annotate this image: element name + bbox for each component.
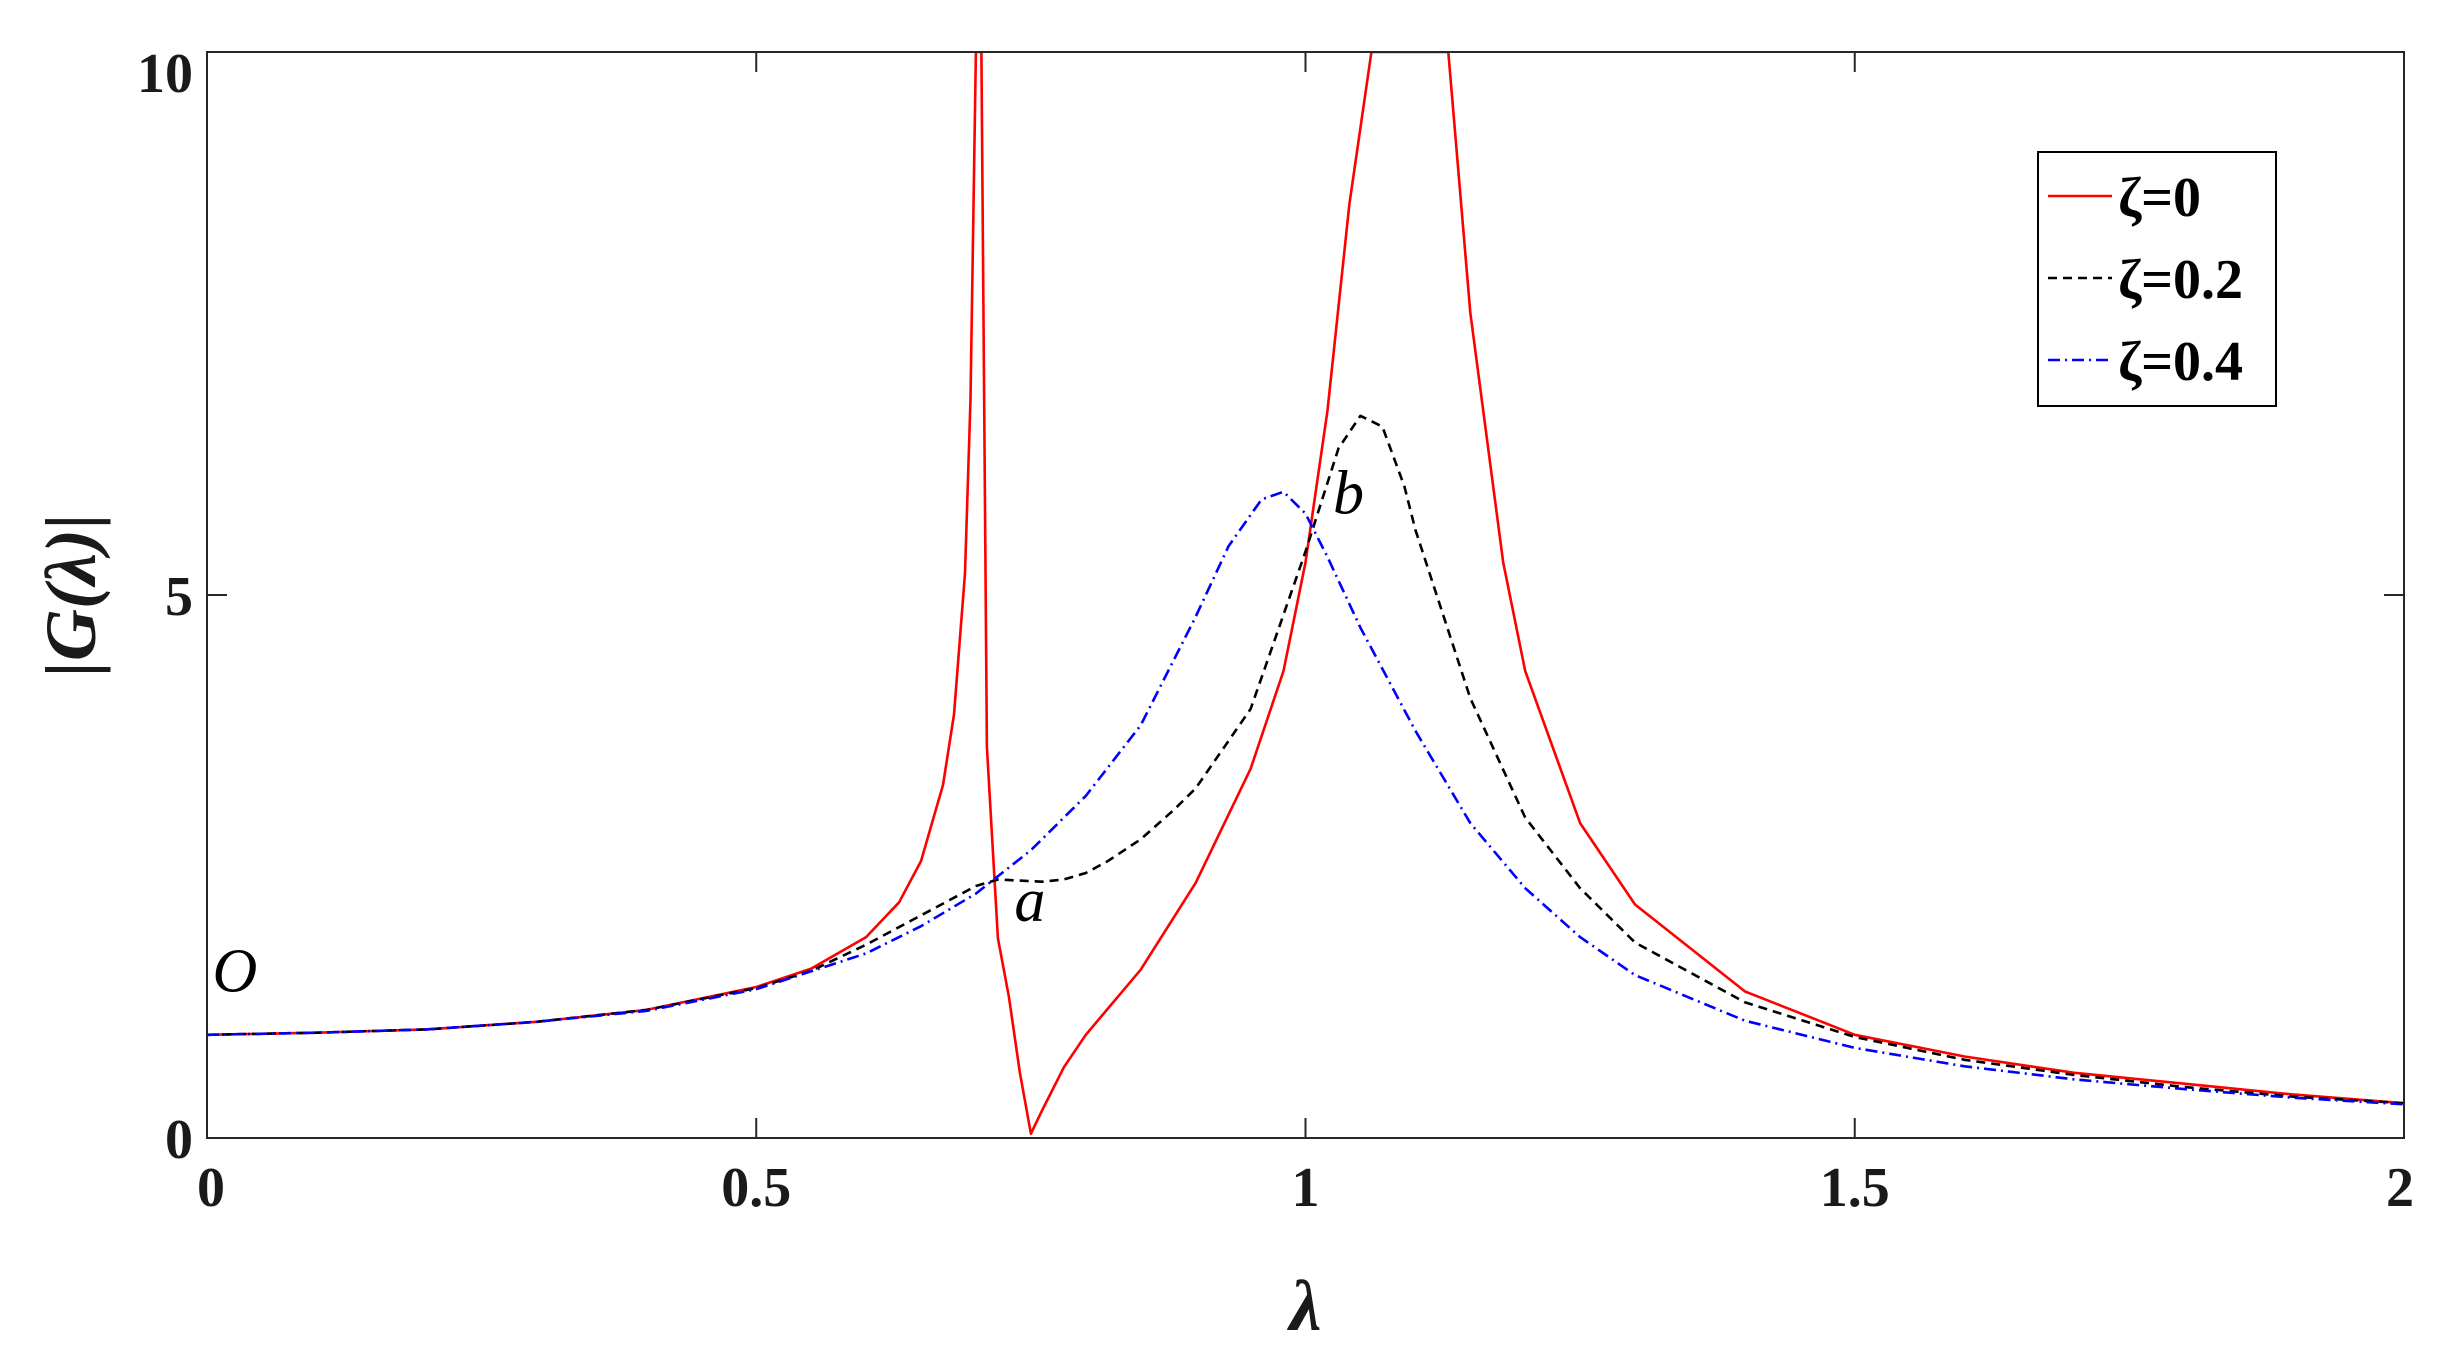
plot-lines: [207, 52, 2404, 1135]
annotation-a: a: [1014, 867, 1045, 935]
x-tick-label: 0.5: [721, 1157, 791, 1219]
x-axis-label: λ: [1287, 1266, 1322, 1346]
annotations: Oa b: [212, 460, 1363, 1006]
series-line-2: [207, 414, 2404, 1105]
legend-box: [2037, 151, 2277, 407]
y-tick-label: 0: [165, 1109, 193, 1171]
annotation-b: b: [1333, 460, 1364, 528]
legend-label-1: ζ=0: [2118, 167, 2201, 229]
legend-label-2: ζ=0.2: [2118, 249, 2243, 311]
series-line-1: [207, 52, 2404, 1135]
x-tick-label: 2: [2386, 1157, 2414, 1219]
x-tick-label: 1.5: [1820, 1157, 1890, 1219]
legend-label-3: ζ=0.4: [2118, 331, 2243, 393]
y-axis-label: |G(λ)|: [31, 513, 111, 677]
x-axis-ticks: 0 0.5 1 1.5 2: [197, 52, 2414, 1219]
x-tick-label: 1: [1292, 1157, 1320, 1219]
y-tick-label: 5: [165, 566, 193, 628]
y-tick-label: 10: [137, 43, 193, 105]
legend: ζ=0 ζ=0.2 ζ=0.4: [2037, 151, 2277, 407]
series-line-3: [207, 490, 2404, 1106]
y-axis-ticks: 0 5 10: [137, 43, 2404, 1171]
x-tick-label: 0: [197, 1157, 225, 1219]
annotation-o: O: [212, 937, 257, 1005]
